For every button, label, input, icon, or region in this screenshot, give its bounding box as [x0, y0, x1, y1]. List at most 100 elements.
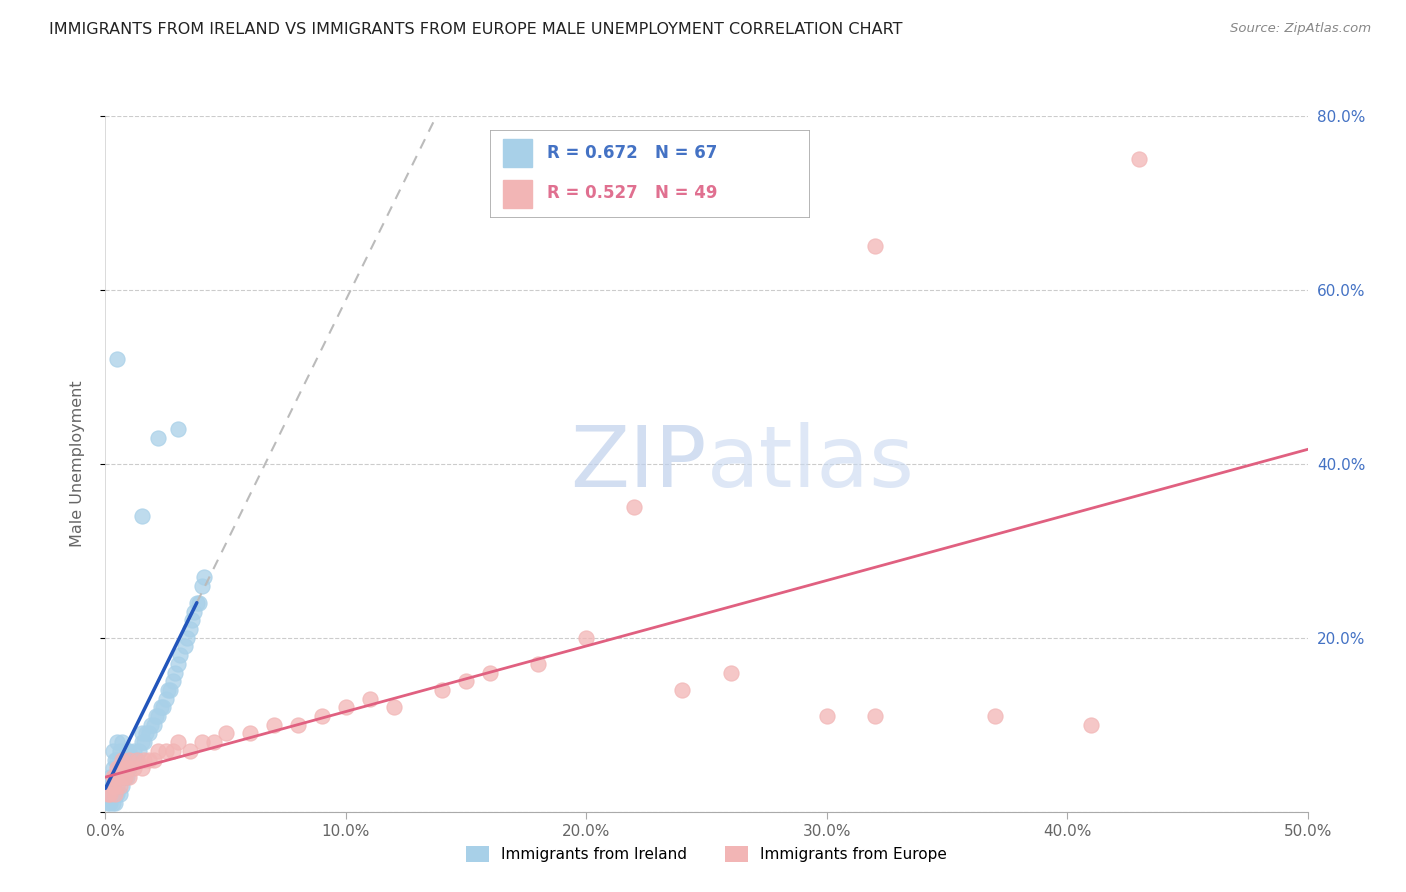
Point: [107, 770, 129, 784]
Point: [108, 779, 131, 793]
Point: [527, 657, 550, 671]
Point: [179, 744, 201, 758]
Point: [111, 779, 134, 793]
Point: [107, 761, 129, 775]
Text: atlas: atlas: [707, 422, 914, 506]
Point: [186, 596, 208, 610]
Point: [115, 744, 138, 758]
Point: [156, 683, 179, 698]
Point: [131, 735, 153, 749]
Point: [142, 717, 165, 731]
Point: [190, 735, 212, 749]
Point: [101, 788, 124, 801]
Text: Source: ZipAtlas.com: Source: ZipAtlas.com: [1230, 22, 1371, 36]
Point: [138, 726, 160, 740]
Point: [148, 709, 170, 723]
Point: [108, 788, 131, 801]
Point: [97, 788, 120, 801]
Point: [1128, 153, 1150, 167]
Point: [148, 744, 170, 758]
Point: [162, 674, 184, 689]
Text: ZIP: ZIP: [569, 422, 707, 506]
Point: [359, 691, 381, 706]
Point: [104, 770, 127, 784]
Legend: Immigrants from Ireland, Immigrants from Europe: Immigrants from Ireland, Immigrants from…: [461, 841, 952, 867]
Point: [138, 753, 160, 767]
Point: [815, 709, 838, 723]
Point: [101, 761, 124, 775]
Point: [132, 753, 155, 767]
Point: [863, 709, 886, 723]
Point: [118, 761, 141, 775]
Point: [104, 753, 127, 767]
Point: [98, 779, 121, 793]
Point: [108, 761, 131, 775]
Point: [575, 631, 598, 645]
Point: [101, 796, 124, 810]
Point: [135, 726, 157, 740]
Point: [115, 770, 138, 784]
Point: [188, 596, 211, 610]
Point: [155, 691, 177, 706]
Point: [166, 422, 188, 436]
Point: [107, 735, 129, 749]
Point: [115, 761, 138, 775]
Point: [104, 796, 127, 810]
Point: [166, 735, 188, 749]
Point: [98, 796, 121, 810]
Point: [97, 796, 120, 810]
Point: [114, 753, 136, 767]
Text: IMMIGRANTS FROM IRELAND VS IMMIGRANTS FROM EUROPE MALE UNEMPLOYMENT CORRELATION : IMMIGRANTS FROM IRELAND VS IMMIGRANTS FR…: [49, 22, 903, 37]
Point: [214, 726, 236, 740]
Point: [152, 700, 174, 714]
Point: [101, 744, 124, 758]
Point: [183, 605, 205, 619]
Point: [166, 657, 188, 671]
Point: [173, 640, 195, 654]
Point: [148, 431, 170, 445]
Point: [114, 770, 136, 784]
Point: [98, 770, 121, 784]
Point: [101, 779, 124, 793]
Point: [131, 761, 153, 775]
Point: [111, 761, 134, 775]
Point: [97, 788, 120, 801]
Point: [98, 788, 121, 801]
Point: [159, 683, 181, 698]
Point: [169, 648, 191, 662]
Point: [720, 665, 742, 680]
Point: [239, 726, 262, 740]
Point: [181, 614, 204, 628]
Point: [155, 744, 177, 758]
Point: [101, 779, 124, 793]
Point: [132, 735, 155, 749]
Point: [108, 761, 131, 775]
Point: [118, 770, 141, 784]
Point: [193, 570, 215, 584]
Point: [97, 779, 120, 793]
Point: [202, 735, 225, 749]
Point: [287, 717, 309, 731]
Point: [142, 753, 165, 767]
Point: [128, 744, 150, 758]
Point: [145, 709, 167, 723]
Point: [118, 753, 141, 767]
Point: [121, 753, 143, 767]
Point: [124, 761, 146, 775]
Point: [671, 683, 693, 698]
Point: [107, 779, 129, 793]
Point: [1080, 717, 1102, 731]
Point: [111, 735, 134, 749]
Y-axis label: Male Unemployment: Male Unemployment: [70, 381, 84, 547]
Point: [118, 744, 141, 758]
Point: [111, 770, 134, 784]
Point: [311, 709, 333, 723]
Point: [863, 239, 886, 253]
Point: [190, 578, 212, 592]
Point: [104, 788, 127, 801]
Point: [149, 700, 172, 714]
Point: [179, 622, 201, 636]
Point: [131, 726, 153, 740]
Point: [107, 352, 129, 367]
Point: [125, 753, 148, 767]
